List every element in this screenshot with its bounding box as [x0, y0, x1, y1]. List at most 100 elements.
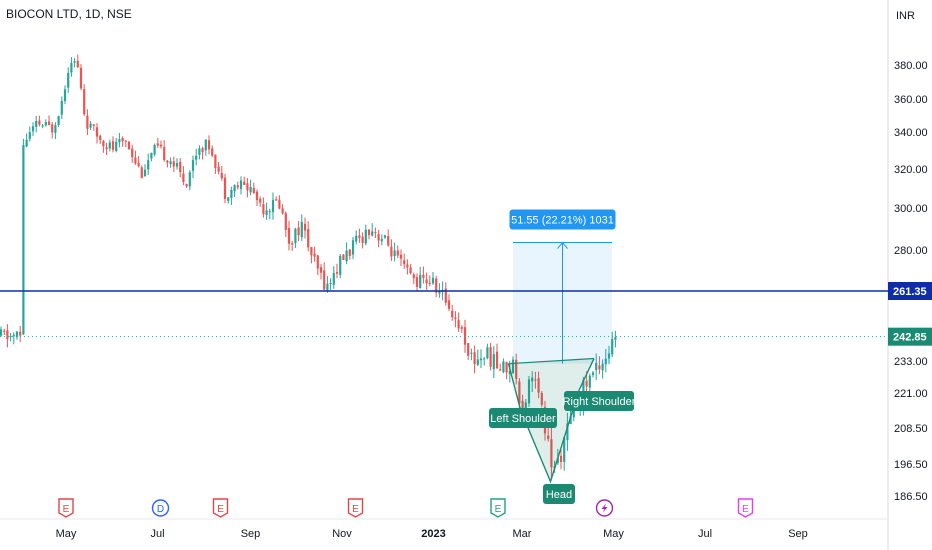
- candle-body: [604, 358, 607, 365]
- currency-label: INR: [896, 10, 915, 22]
- candle-body: [147, 160, 150, 170]
- x-tick-label: Jul: [698, 528, 712, 540]
- candle-body: [537, 378, 540, 393]
- candle-body: [342, 254, 345, 260]
- candle-body: [236, 185, 239, 188]
- pattern-label-left-shoulder-box: [489, 408, 557, 428]
- candle-body: [163, 147, 166, 160]
- candle-body: [217, 166, 220, 172]
- candle-body: [92, 124, 95, 126]
- candle-body: [495, 351, 499, 369]
- candle-body: [463, 327, 467, 345]
- x-tick-label: Jul: [150, 528, 164, 540]
- y-tick-label: 280.00: [894, 245, 928, 257]
- candle-body: [111, 141, 115, 150]
- candle-body: [438, 290, 441, 294]
- candle-body: [428, 282, 431, 284]
- event-marker-dividend: D: [151, 499, 170, 517]
- candle-body: [521, 400, 524, 415]
- lightning-icon: [601, 503, 608, 513]
- candle-body: [198, 148, 201, 155]
- candle-body: [550, 439, 553, 468]
- candle-body: [41, 125, 44, 127]
- candle-body: [332, 273, 335, 285]
- candle-body: [99, 135, 102, 141]
- candle-body: [435, 278, 438, 293]
- candle-body: [131, 148, 134, 158]
- candle-body: [95, 127, 99, 137]
- event-letter: E: [495, 504, 502, 515]
- event-marker-earnings: E: [737, 498, 754, 518]
- candle-body: [185, 183, 188, 187]
- candle-body: [297, 227, 300, 236]
- candle-body: [191, 160, 195, 171]
- candle-body: [611, 339, 614, 355]
- candle-body: [83, 89, 86, 115]
- candle-body: [211, 148, 214, 156]
- event-marker-earnings: E: [58, 498, 74, 518]
- candle-body: [73, 61, 76, 63]
- candle-body: [563, 437, 566, 462]
- candle-body: [559, 455, 563, 463]
- y-tick-label: 186.50: [894, 491, 928, 503]
- candle-body: [390, 246, 393, 257]
- candle-body: [601, 363, 604, 371]
- last-price-label: 242.85: [893, 332, 927, 344]
- pattern-outline: [507, 358, 595, 484]
- candle-body: [134, 157, 137, 164]
- candle-body: [492, 354, 495, 370]
- candle-body: [262, 204, 265, 215]
- candle-body: [467, 343, 470, 356]
- measure-label-text: 51.55 (22.21%) 1031: [511, 215, 614, 227]
- x-tick-label: Sep: [241, 528, 261, 540]
- candle-body: [502, 361, 505, 373]
- y-tick-label: 233.00: [894, 356, 928, 368]
- event-shield: [490, 498, 506, 518]
- measure-label-box: [509, 209, 616, 230]
- candle-body: [431, 277, 435, 284]
- candle-body: [156, 143, 159, 146]
- candle-body: [124, 140, 127, 142]
- candle-body: [473, 352, 476, 365]
- candle-body: [403, 260, 406, 265]
- candle-body: [419, 274, 422, 289]
- event-circle: [151, 499, 170, 517]
- candle-body: [44, 122, 47, 126]
- pattern-label-head: Head: [543, 484, 575, 504]
- candle-body: [6, 330, 9, 340]
- pattern-label-head-text: Head: [546, 489, 572, 501]
- event-shield: [347, 498, 364, 518]
- candle-body: [316, 255, 319, 269]
- candle-body: [0, 329, 3, 336]
- candle-body: [515, 359, 518, 379]
- y-tick-label: 320.00: [894, 164, 928, 176]
- candle-body: [9, 335, 12, 337]
- candle-body: [28, 132, 31, 139]
- candle-body: [54, 125, 57, 133]
- candle-body: [396, 250, 399, 256]
- candle-body: [614, 337, 617, 340]
- event-marker-earnings: E: [347, 498, 364, 518]
- candle-body: [479, 358, 483, 361]
- candle-body: [47, 121, 51, 126]
- candle-body: [380, 239, 383, 242]
- candle-body: [31, 126, 35, 132]
- candle-body: [169, 161, 172, 165]
- candle-body: [25, 139, 28, 147]
- candle-body: [70, 62, 73, 73]
- candle-body: [76, 60, 79, 68]
- candle-body: [393, 250, 396, 257]
- y-tick-label: 221.00: [894, 388, 928, 400]
- candle-body: [57, 116, 60, 125]
- candle-body: [591, 372, 595, 376]
- candle-body: [153, 144, 156, 155]
- candle-body: [102, 140, 105, 147]
- candle-body: [531, 377, 534, 382]
- x-tick-label: Nov: [332, 528, 352, 540]
- candle-body: [511, 359, 515, 373]
- candle-body: [355, 235, 358, 242]
- candle-body: [486, 347, 489, 359]
- candle-body: [412, 274, 415, 279]
- candle-body: [115, 141, 118, 152]
